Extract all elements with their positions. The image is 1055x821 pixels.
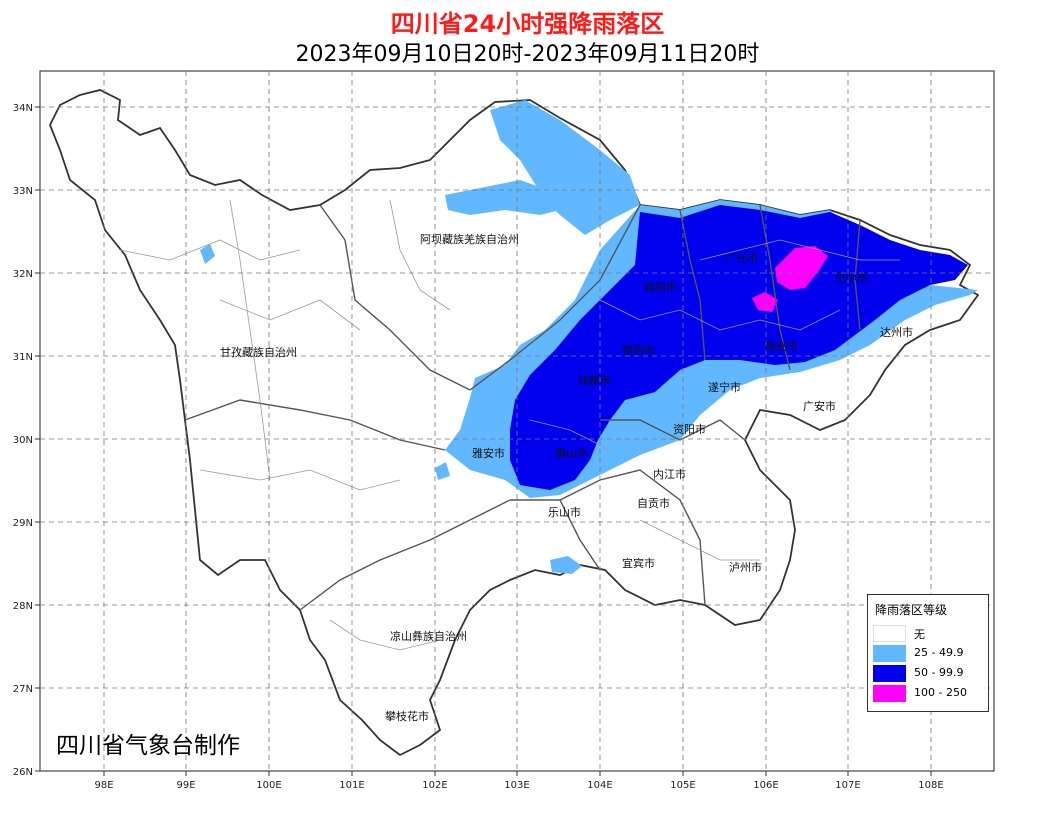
city-label-nanchong: 南充市: [765, 339, 798, 353]
city-label-leshan: 乐山市: [548, 505, 581, 519]
city-label-bazhong: 巴中市: [835, 271, 868, 285]
legend-swatch: [873, 645, 906, 662]
city-label-yaan: 雅安市: [472, 446, 505, 460]
lon-tick-label: 100E: [256, 780, 281, 791]
lon-tick-label: 107E: [835, 780, 860, 791]
tick-marks: [35, 106, 932, 776]
map-subtitle: 2023年09月10日20时-2023年09月11日20时: [295, 42, 760, 67]
rain-area-100-250-a: [775, 246, 828, 290]
grid-lines: [40, 71, 994, 771]
producer-credit: 四川省气象台制作: [56, 733, 240, 759]
region-label-aba: 阿坝藏族羌族自治州: [420, 232, 519, 246]
city-label-zigong: 自贡市: [637, 496, 670, 510]
legend-item: 无: [873, 625, 985, 642]
city-label-panzhihua: 攀枝花市: [385, 709, 429, 723]
lat-tick-label: 32N: [13, 269, 33, 280]
rain-area-25-49-south: [550, 556, 582, 574]
legend-label: 无: [914, 628, 925, 641]
legend-item: 50 - 99.9: [873, 665, 985, 682]
map-title: 四川省24小时强降雨落区: [390, 10, 665, 38]
legend-item: 100 - 250: [873, 685, 985, 702]
lat-tick-label: 28N: [13, 601, 33, 612]
lon-tick-label: 98E: [94, 780, 113, 791]
legend-swatch: [873, 665, 906, 682]
lon-tick-label: 99E: [176, 780, 195, 791]
city-label-yibin: 宜宾市: [622, 556, 655, 570]
rain-area-25-49-north: [445, 180, 560, 215]
lat-tick-label: 29N: [13, 518, 33, 529]
rain-area-100-250-b: [752, 292, 778, 312]
city-label-luzhou: 泸州市: [729, 560, 762, 574]
lon-tick-label: 102E: [422, 780, 447, 791]
legend-label: 50 - 99.9: [914, 666, 964, 679]
lon-tick-label: 103E: [504, 780, 529, 791]
lat-tick-label: 31N: [13, 352, 33, 363]
legend: 降雨落区等级 无 25 - 49.9 50 - 99.9 100 - 250: [867, 594, 989, 712]
region-label-ganzi: 甘孜藏族自治州: [220, 345, 297, 359]
legend-label: 100 - 250: [914, 686, 967, 699]
region-label-liangshan: 凉山彝族自治州: [390, 629, 467, 643]
lat-tick-label: 34N: [13, 103, 33, 114]
lon-tick-label: 108E: [918, 780, 943, 791]
legend-label: 25 - 49.9: [914, 646, 964, 659]
lon-tick-label: 106E: [753, 780, 778, 791]
lat-tick-label: 26N: [13, 767, 33, 778]
lon-tick-label: 105E: [670, 780, 695, 791]
lon-tick-label: 101E: [339, 780, 364, 791]
legend-swatch: [873, 685, 906, 702]
lat-tick-label: 30N: [13, 435, 33, 446]
lon-tick-label: 104E: [587, 780, 612, 791]
rain-area-25-49-sw: [435, 462, 450, 480]
legend-item: 25 - 49.9: [873, 645, 985, 662]
county-boundaries: [119, 199, 900, 651]
lat-tick-label: 27N: [13, 684, 33, 695]
city-label-meishan: 眉山市: [555, 446, 588, 460]
city-label-neijiang: 内江市: [653, 467, 686, 481]
city-label-chengdu: 成都市: [578, 373, 611, 387]
city-label-suining: 遂宁市: [708, 380, 741, 394]
prefecture-boundaries: [184, 204, 861, 611]
city-label-dazhou: 达州市: [880, 325, 913, 339]
rain-area-25-49-west: [200, 244, 215, 264]
city-label-guangyuan: 广元市: [725, 251, 758, 265]
rain-area-50-99: [510, 205, 968, 490]
city-label-mianyang: 绵阳市: [644, 280, 677, 294]
legend-swatch: [873, 625, 906, 642]
lat-tick-label: 33N: [13, 186, 33, 197]
city-label-deyang: 德阳市: [622, 343, 655, 357]
legend-title: 降雨落区等级: [875, 603, 948, 617]
city-label-guangan: 广安市: [803, 399, 836, 413]
city-label-ziyang: 资阳市: [673, 422, 706, 436]
